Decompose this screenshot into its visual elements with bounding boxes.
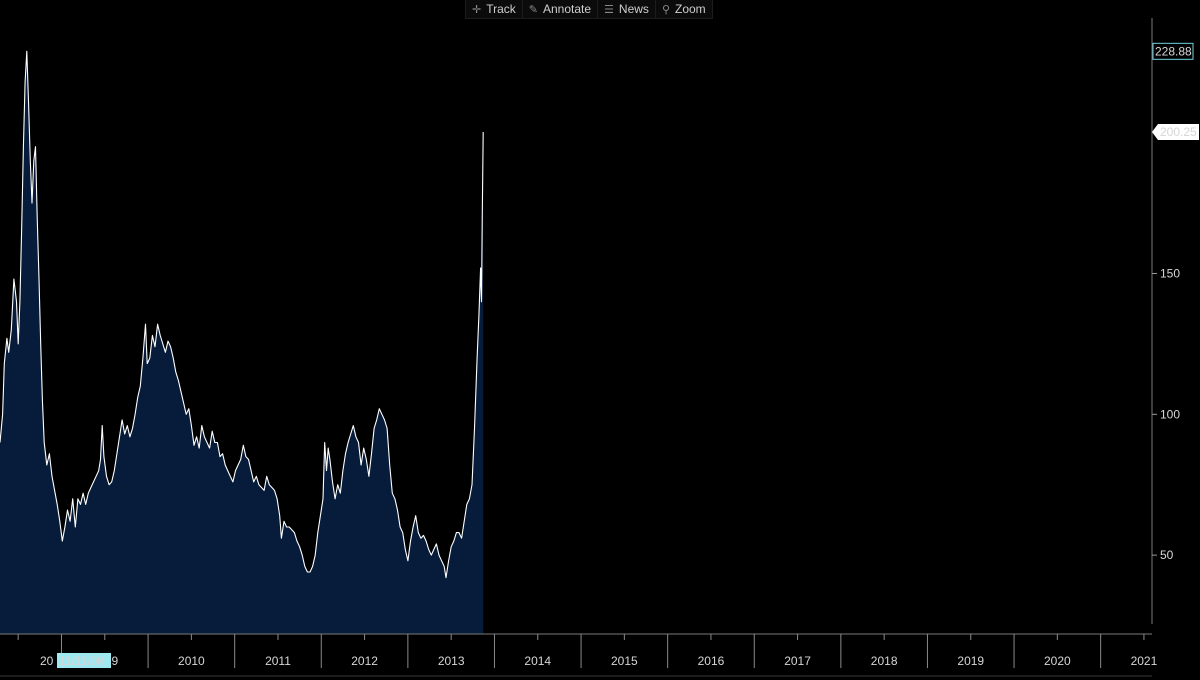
price-line: [0, 50, 484, 579]
max-value-tag: [1152, 42, 1194, 60]
price-area-fill: [0, 51, 484, 635]
x-tick-label: 2017: [784, 654, 811, 668]
cursor-date-label: 11/11/08: [59, 654, 104, 668]
x-tick-label: 2021: [1131, 654, 1158, 668]
x-tick-label: 2010: [178, 654, 205, 668]
last-value-tag: [1152, 123, 1199, 140]
pencil-icon: ✎: [528, 2, 538, 16]
crosshair-icon: ✛: [472, 2, 482, 16]
zoom-button[interactable]: ⚲ Zoom: [656, 0, 712, 18]
zoom-label: Zoom: [675, 2, 706, 16]
x-tick-label: 2019: [957, 654, 984, 668]
y-tick-label: 50: [1160, 548, 1174, 562]
x-tick-label: 2018: [871, 654, 898, 668]
max-value-label: 228.88: [1155, 44, 1192, 58]
y-tick-label: 150: [1160, 266, 1180, 280]
track-label: Track: [486, 2, 516, 16]
news-label: News: [618, 2, 649, 16]
chart-toolbar: ✛ Track ✎ Annotate ☰ News ⚲ Zoom: [465, 0, 713, 19]
news-icon: ☰: [604, 2, 614, 16]
x-tick-label: 2011: [265, 654, 291, 668]
x-tick-label: 2015: [611, 654, 638, 668]
track-button[interactable]: ✛ Track: [466, 0, 523, 18]
x-tick-label: 2014: [524, 654, 551, 668]
x-tick-label: 2020: [1044, 654, 1071, 668]
x-tick-label: 2013: [438, 654, 465, 668]
news-button[interactable]: ☰ News: [598, 0, 656, 18]
cursor-date-tag: [57, 653, 111, 668]
x-tick-label: 2016: [698, 654, 725, 668]
last-value-label: 200.25: [1160, 125, 1197, 139]
x-tick-label: 2012: [351, 654, 378, 668]
magnifier-icon: ⚲: [661, 2, 670, 16]
y-tick-label: 100: [1160, 407, 1180, 421]
cursor-year-fragment: 20: [40, 654, 54, 668]
annotate-label: Annotate: [543, 2, 592, 16]
annotate-button[interactable]: ✎ Annotate: [523, 0, 599, 18]
